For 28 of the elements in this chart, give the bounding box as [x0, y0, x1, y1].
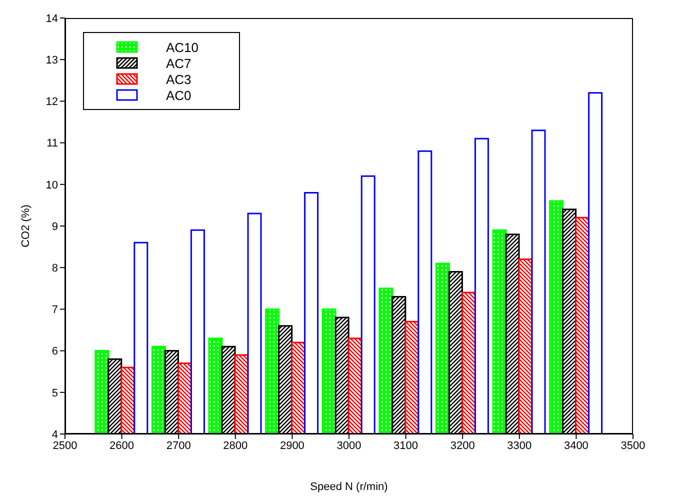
x-tick-label: 2600	[110, 440, 134, 452]
legend-label: AC3	[166, 72, 192, 86]
x-tick-label: 3000	[336, 440, 362, 452]
y-tick-label: 9	[52, 220, 58, 233]
x-tick-label: 2800	[223, 440, 248, 452]
x-tick-label: 2500	[52, 440, 78, 452]
x-tick-label: 3500	[620, 440, 646, 452]
y-tick-label: 11	[46, 138, 58, 150]
x-tick-label: 2900	[280, 440, 304, 452]
x-tick-label: 3100	[394, 440, 418, 452]
x-tick-label: 3400	[564, 440, 588, 452]
y-tick-label: 8	[52, 262, 58, 275]
y-tick-label: 14	[46, 12, 58, 25]
y-tick-label: 12	[46, 96, 58, 108]
y-tick-label: 13	[46, 54, 58, 67]
legend-label: AC10	[166, 40, 199, 54]
x-tick-label: 3200	[450, 440, 475, 452]
x-tick-label: 3300	[507, 440, 532, 452]
y-tick-label: 6	[52, 346, 58, 358]
y-tick-label: 4	[52, 428, 58, 441]
y-tick-label: 10	[46, 179, 58, 192]
y-tick-label: 5	[52, 387, 58, 400]
y-tick-label: 7	[52, 304, 58, 316]
y-axis-title: CO2 (%)	[20, 204, 32, 248]
legend-label: AC7	[166, 56, 192, 70]
legend-label: AC0	[166, 88, 192, 102]
x-axis-title: Speed N (r/min)	[310, 481, 388, 493]
x-tick-label: 2700	[166, 440, 191, 452]
